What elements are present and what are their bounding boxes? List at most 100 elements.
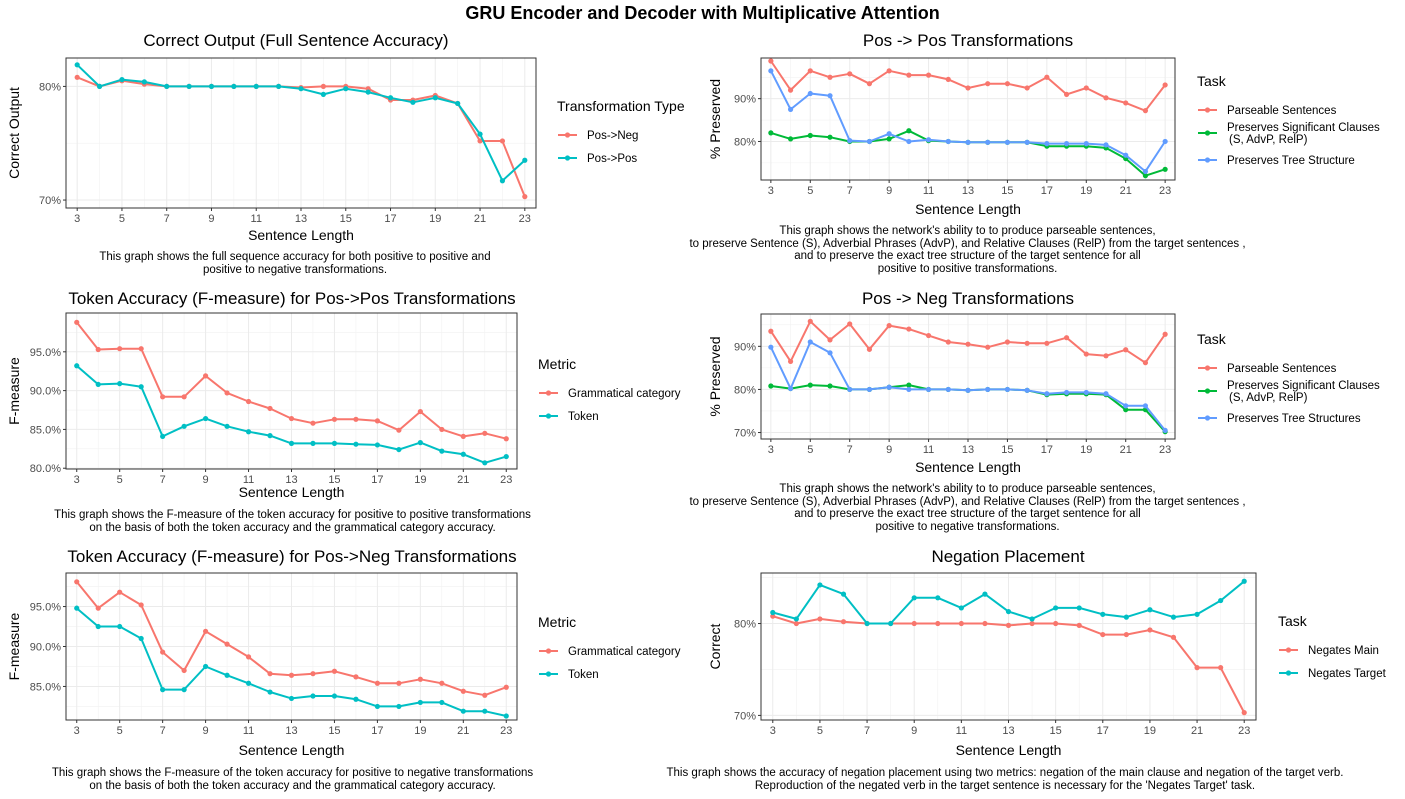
x-tick-label: 17	[371, 474, 383, 486]
data-point	[1083, 351, 1089, 357]
data-point	[439, 426, 445, 433]
data-point	[74, 74, 80, 80]
x-axis-label: Sentence Length	[956, 742, 1062, 758]
x-tick-label: 21	[457, 725, 469, 737]
x-tick-label: 5	[119, 213, 125, 225]
data-point	[482, 708, 488, 714]
data-point	[965, 387, 971, 393]
data-point	[477, 131, 483, 137]
legend-label: Parseable Sentences	[1227, 363, 1337, 375]
x-axis-label: Sentence Length	[239, 742, 345, 758]
data-point	[1029, 620, 1035, 627]
data-point	[460, 433, 466, 440]
x-tick-label: 3	[74, 213, 80, 225]
data-point	[439, 448, 445, 454]
data-point	[1218, 665, 1224, 671]
data-point	[1142, 403, 1149, 409]
data-point	[770, 609, 776, 616]
legend: Task Parseable Sentences Preserves Signifi…	[1197, 73, 1380, 167]
caption-correct-output: This graph shows the full sequence accur…	[99, 251, 491, 276]
data-point	[847, 71, 853, 77]
legend-item: Pos->Neg	[558, 130, 638, 142]
x-tick-label: 17	[384, 213, 396, 225]
y-tick-label: 95.0%	[30, 602, 61, 614]
legend-item: Parseable Sentences	[1198, 363, 1337, 375]
legend-label: Grammatical category	[568, 646, 681, 658]
chart-title: Token Accuracy (F-measure) for Pos->Pos …	[68, 289, 515, 308]
data-point	[906, 72, 912, 78]
data-point	[117, 381, 123, 387]
x-tick-label: 9	[203, 474, 209, 486]
data-point	[817, 616, 823, 622]
data-point	[768, 68, 774, 74]
x-tick-label: 23	[1159, 185, 1171, 197]
data-point	[160, 687, 166, 693]
data-point	[95, 623, 101, 630]
legend-key-point	[1204, 365, 1211, 371]
data-point	[365, 89, 371, 95]
data-point	[1123, 403, 1129, 409]
data-point	[396, 427, 402, 433]
x-tick-label: 11	[956, 725, 967, 737]
data-point	[945, 339, 951, 345]
data-point	[793, 620, 799, 627]
data-point	[886, 131, 892, 137]
data-point	[1083, 389, 1089, 396]
data-point	[1103, 391, 1109, 397]
data-point	[267, 405, 273, 412]
legend-key-point	[564, 132, 571, 138]
data-point	[224, 672, 230, 678]
legend-label: Negates Target	[1308, 668, 1387, 680]
data-point	[807, 318, 813, 324]
x-tick-label: 11	[251, 213, 262, 225]
data-point	[1194, 665, 1200, 671]
series-0	[768, 58, 1168, 114]
data-point	[1024, 139, 1030, 145]
legend-label: Grammatical category	[568, 388, 681, 400]
data-point	[985, 139, 991, 145]
data-point	[906, 382, 912, 388]
data-point	[1063, 335, 1070, 341]
data-point	[982, 620, 988, 627]
data-point	[827, 337, 833, 343]
series-1	[770, 578, 1247, 627]
data-point	[460, 451, 466, 457]
y-tick-label: 90.0%	[30, 386, 61, 398]
data-point	[331, 416, 338, 422]
data-point	[310, 693, 316, 699]
x-tick-label: 3	[768, 185, 774, 197]
y-axis-label: % Preserved	[707, 79, 723, 159]
data-point	[840, 619, 847, 625]
data-point	[847, 138, 853, 144]
data-point	[138, 602, 144, 608]
x-tick-label: 17	[1097, 725, 1109, 737]
data-point	[1123, 152, 1129, 158]
data-point	[374, 680, 381, 686]
data-point	[787, 385, 794, 392]
plot-border	[65, 572, 518, 721]
data-point	[827, 383, 833, 389]
data-point	[181, 687, 187, 693]
data-point	[1123, 614, 1129, 620]
x-axis-label: Sentence Length	[915, 201, 1021, 217]
chart-pos-neg: 3 5 7 9 11 13 15 17 19 21 23 70% 80% 90% Pos -> Neg Tr…	[707, 289, 1380, 475]
y-tick-label: 70%	[734, 428, 756, 440]
data-point	[925, 72, 932, 78]
data-point	[181, 394, 187, 400]
data-point	[1103, 142, 1109, 148]
data-point	[310, 440, 316, 446]
y-axis-label: Correct	[707, 623, 723, 669]
data-point	[1083, 141, 1089, 147]
data-point	[245, 680, 252, 686]
data-point	[906, 128, 912, 134]
legend-title: Task	[1197, 73, 1227, 89]
data-point	[1063, 91, 1070, 97]
data-point	[1170, 634, 1177, 640]
legend-key-point	[545, 390, 552, 396]
data-point	[807, 382, 813, 388]
x-tick-label: 19	[429, 213, 441, 225]
data-point	[117, 346, 123, 352]
x-tick-label: 3	[768, 444, 774, 456]
data-point	[768, 383, 774, 389]
data-point	[1162, 331, 1168, 337]
